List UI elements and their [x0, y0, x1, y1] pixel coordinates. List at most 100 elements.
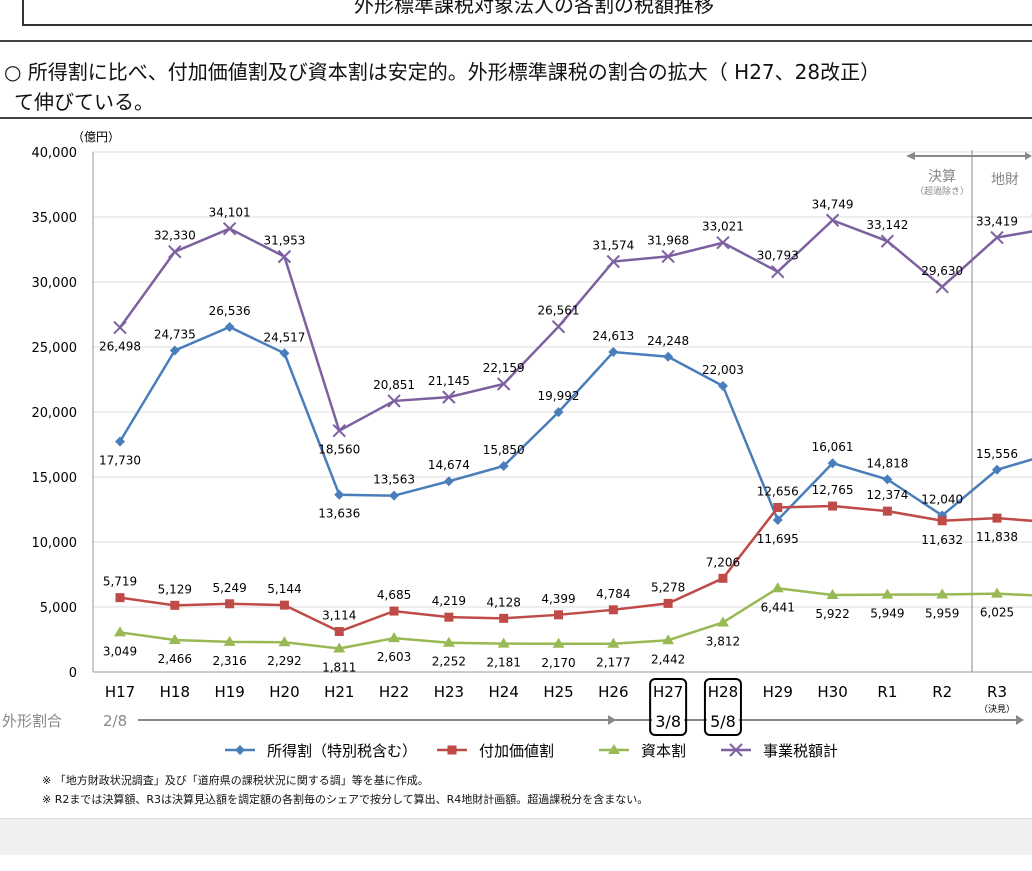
- square-marker: [170, 600, 180, 610]
- data-label: 4,128: [487, 595, 521, 609]
- arrow-left-icon: [906, 152, 915, 160]
- x-marker: [113, 320, 127, 335]
- x-tick-label: R1: [877, 683, 897, 701]
- data-label: 32,330: [154, 229, 196, 243]
- data-label: 5,719: [103, 575, 137, 589]
- data-label: 24,517: [263, 330, 305, 344]
- x-tick-label: H23: [434, 683, 464, 701]
- settled-note: （超過除き）: [915, 185, 969, 197]
- line-chart: 0 5,000 10,000 15,000 20,000 25,000 30,000 35,0…: [2, 130, 1032, 760]
- data-label: 13,563: [373, 473, 415, 487]
- data-label: 24,248: [647, 334, 689, 348]
- diamond-marker: [498, 460, 509, 471]
- legend-label: 資本割: [641, 742, 686, 760]
- data-label: 2,181: [487, 656, 521, 670]
- data-label: 26,498: [99, 340, 141, 354]
- note-2: ※ R2までは決算額、R3は決算見込額を調定額の各割毎のシェアで按分して算出、R…: [42, 793, 649, 806]
- x-marker: [387, 394, 401, 408]
- x-marker: [825, 213, 840, 227]
- square-marker: [389, 606, 399, 616]
- x-tick-label: H22: [379, 683, 409, 701]
- data-label: 2,603: [377, 650, 411, 664]
- square-marker: [773, 502, 783, 512]
- y-tick-label: 10,000: [32, 536, 78, 551]
- diamond-marker: [992, 464, 1002, 475]
- diamond-marker: [169, 345, 180, 356]
- data-label: 12,040: [921, 492, 963, 506]
- data-label: 21,145: [428, 374, 470, 388]
- data-label: 1,811: [322, 660, 356, 674]
- triangle-marker: [607, 637, 620, 648]
- legend-label: 事業税額計: [763, 742, 838, 760]
- y-tick-label: 20,000: [32, 406, 78, 421]
- square-marker: [882, 506, 892, 516]
- x-tick-label: H20: [269, 683, 299, 701]
- x-marker: [716, 236, 730, 250]
- data-label: 22,003: [702, 363, 744, 377]
- x-tick-note: （決見）: [979, 703, 1015, 715]
- highlight-box: [649, 678, 688, 736]
- data-label: 20,851: [373, 378, 415, 392]
- data-label: 22,159: [483, 361, 525, 375]
- highlight-bg: [652, 708, 685, 732]
- data-label: 12,374: [866, 488, 908, 502]
- data-label: 26,536: [209, 304, 251, 318]
- data-label: 15,556: [976, 447, 1018, 461]
- x-marker: [935, 280, 949, 294]
- note-1: ※ 「地方財政状況調査」及び「道府県の課税状況に関する調」等を基に作成。: [42, 774, 429, 787]
- data-label: 5,249: [212, 581, 246, 595]
- data-label: 34,749: [812, 197, 854, 211]
- data-label: 12,765: [812, 483, 854, 497]
- data-label: 16,061: [812, 440, 854, 454]
- data-label: 13,636: [318, 507, 360, 521]
- series-line-1: [119, 504, 1032, 633]
- square-marker: [115, 593, 125, 603]
- square-marker: [334, 627, 344, 637]
- diamond-marker: [827, 458, 838, 469]
- data-label: 11,632: [921, 533, 963, 547]
- triangle-marker: [442, 636, 455, 647]
- arrow-right-icon: [1025, 152, 1032, 160]
- x-marker: [277, 249, 292, 264]
- square-marker: [663, 598, 673, 608]
- triangle-marker: [388, 632, 401, 643]
- x-tick-label: R2: [932, 683, 952, 701]
- gaikei-ratio: 3/8: [655, 712, 681, 731]
- x-marker: [990, 230, 1004, 245]
- series-line-0: [118, 325, 1032, 523]
- data-label: 2,170: [541, 656, 575, 670]
- data-label: 16,807: [1031, 431, 1032, 445]
- x-marker: [332, 424, 346, 438]
- data-label: 33,419: [976, 215, 1018, 229]
- legend-label: 付加価値割: [479, 742, 554, 760]
- diamond-marker: [389, 490, 400, 501]
- triangle-marker: [936, 588, 949, 599]
- y-tick-label: 25,000: [32, 341, 78, 356]
- data-label: 4,399: [541, 592, 575, 606]
- x-tick-label: H28: [708, 683, 738, 701]
- highlight-bg: [706, 708, 739, 732]
- gaikei-label: 外形割合: [2, 712, 62, 730]
- y-tick-label: 35,000: [32, 211, 78, 226]
- legend-label: 所得割（特別税含む）: [267, 742, 417, 760]
- data-label: 29,630: [921, 264, 963, 278]
- triangle-marker: [881, 588, 894, 599]
- gaikei-ratio: 2/8: [103, 712, 127, 730]
- diamond-marker: [553, 407, 564, 418]
- arrow-right-icon: [608, 715, 616, 725]
- data-label: 3,114: [322, 609, 356, 623]
- highlight-box: [703, 678, 742, 736]
- data-label: 11,695: [757, 532, 799, 546]
- diamond-marker: [334, 489, 345, 500]
- diamond-marker: [882, 474, 893, 485]
- x-tick-label: H24: [489, 683, 519, 701]
- diamond-marker: [443, 476, 454, 487]
- data-label: 12,656: [757, 484, 799, 498]
- gaikei-ratio: 5/8: [710, 712, 736, 731]
- x-tick-label: H30: [817, 683, 847, 701]
- series-line-3: [118, 218, 1032, 433]
- diamond-marker: [608, 347, 619, 358]
- divider: [0, 117, 1032, 119]
- square-marker: [608, 605, 618, 615]
- square-marker: [279, 600, 289, 610]
